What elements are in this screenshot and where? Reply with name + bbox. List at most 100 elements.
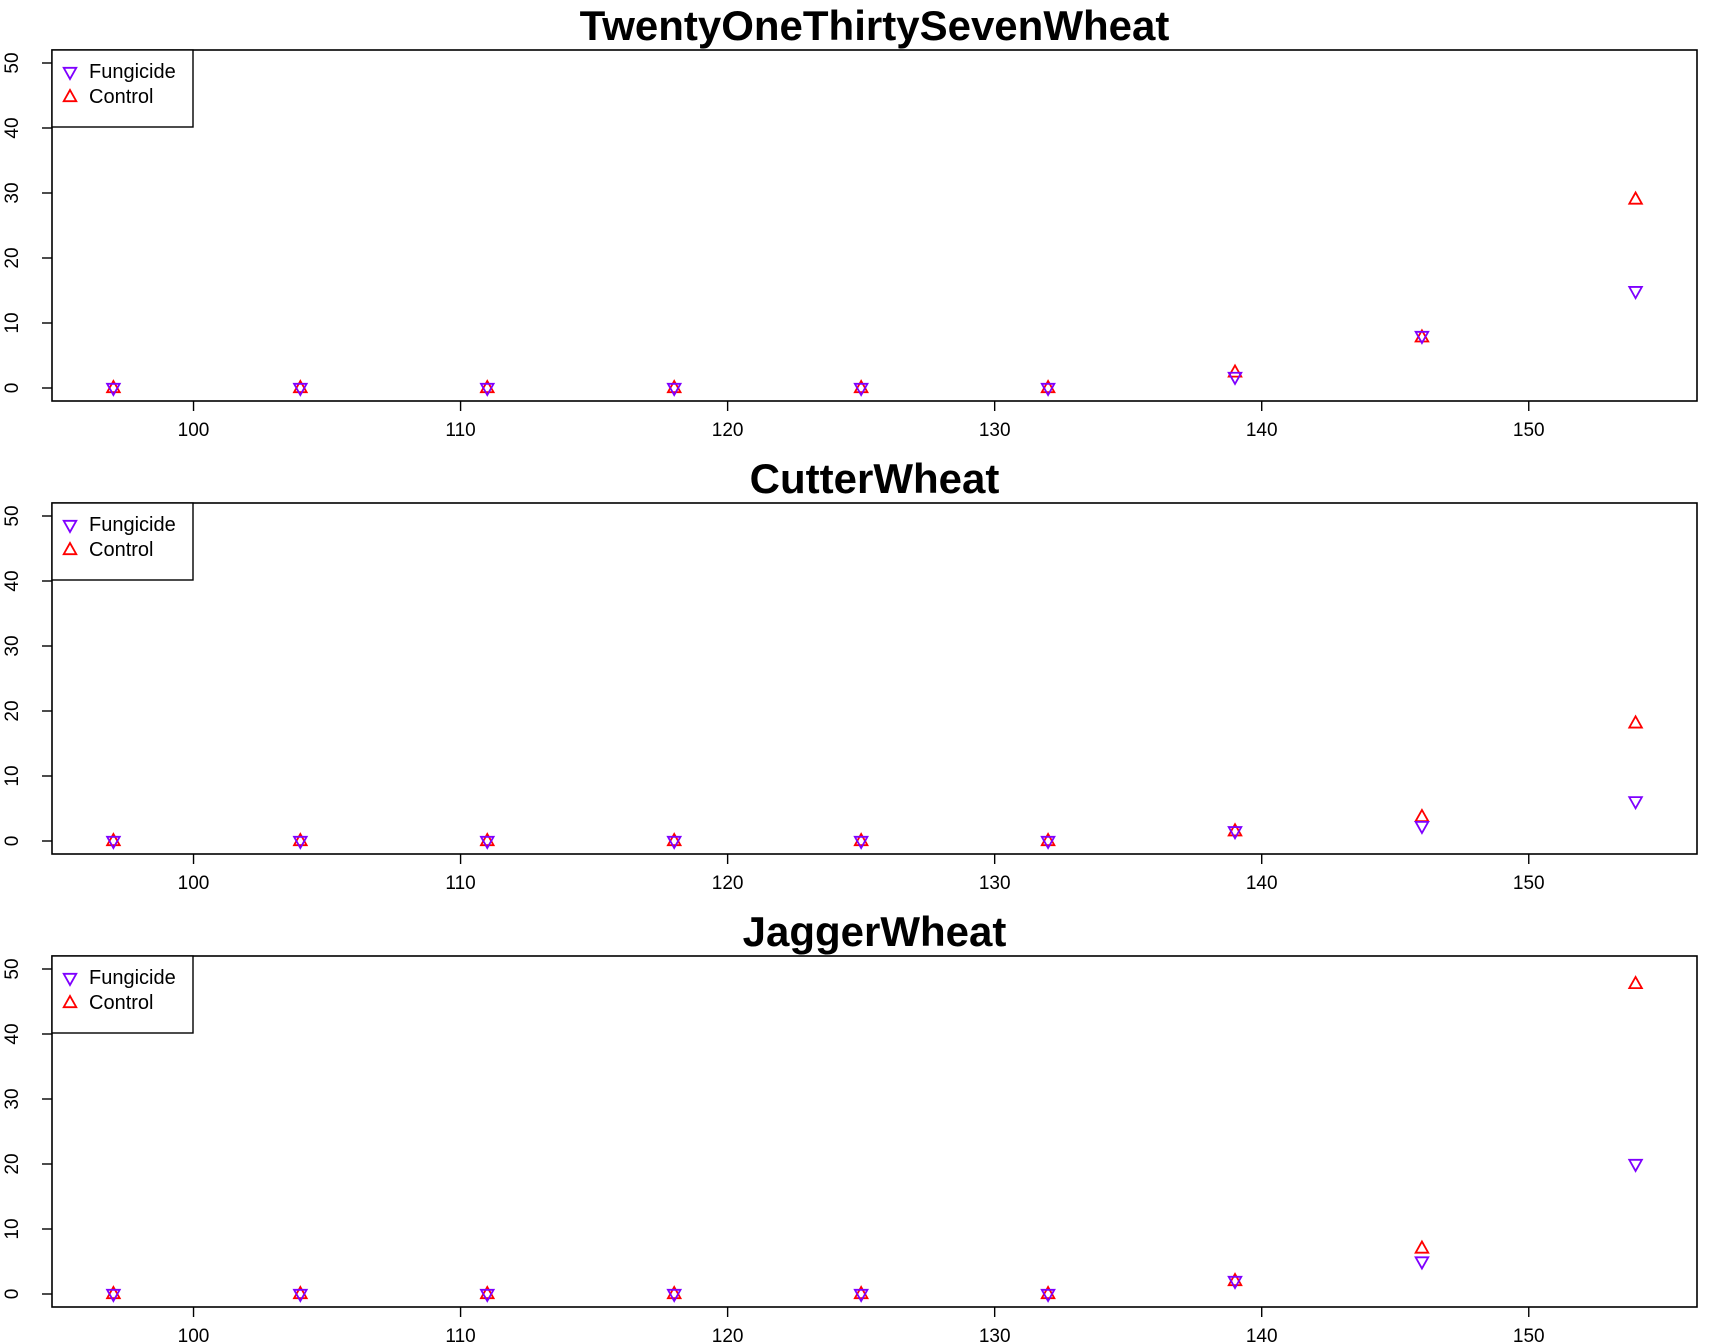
point-control (479, 832, 496, 847)
chart-panel-2: CutterWheat 100 110 120 130 140 150 0 10 20 30 40 50… (2, 455, 1698, 894)
chart-title: TwentyOneThirtySevenWheat (580, 2, 1170, 49)
point-control (292, 379, 309, 394)
point-control (1627, 190, 1644, 205)
y-tick-label: 40 (2, 117, 23, 138)
point-fungicide (1414, 820, 1430, 835)
chart-title: CutterWheat (750, 455, 1000, 502)
point-fungicide (1414, 1256, 1430, 1271)
point-fungicide (1627, 796, 1644, 811)
point-control (1627, 714, 1644, 729)
point-control (479, 1285, 496, 1300)
point-fungicide (292, 835, 309, 850)
y-tick-label: 0 (2, 383, 23, 394)
chart-panel-1: TwentyOneThirtySevenWheat 100 110 120 130 140… (2, 2, 1698, 441)
point-fungicide (1414, 330, 1430, 345)
plot-frame (51, 502, 1698, 855)
y-tick-label: 20 (2, 247, 23, 268)
chart-title: JaggerWheat (743, 908, 1007, 955)
y-tick-label: 10 (2, 765, 23, 786)
legend: Fungicide Control (51, 955, 194, 1034)
x-tick-label: 130 (979, 420, 1011, 441)
point-control (479, 379, 496, 394)
point-fungicide (1040, 382, 1056, 397)
x-tick-label: 100 (178, 1326, 210, 1344)
point-fungicide (292, 1288, 309, 1303)
point-fungicide (105, 835, 122, 850)
x-tick-label: 150 (1513, 873, 1545, 894)
y-tick-label: 20 (2, 700, 23, 721)
point-fungicide (105, 1288, 122, 1303)
point-fungicide (105, 382, 122, 397)
point-control (666, 832, 683, 847)
point-fungicide (666, 835, 683, 850)
y-tick-label: 30 (2, 635, 23, 656)
point-fungicide (479, 835, 496, 850)
plot-frame (51, 49, 1698, 402)
point-control (1040, 832, 1056, 847)
x-tick-label: 100 (178, 420, 210, 441)
series-control (105, 190, 1644, 394)
point-fungicide (666, 382, 683, 397)
point-fungicide (1627, 286, 1644, 300)
legend: Fungicide Control (51, 502, 194, 581)
y-tick-label: 40 (2, 1023, 23, 1044)
point-fungicide (1627, 1158, 1644, 1173)
point-control (1227, 363, 1243, 378)
legend: Fungicide Control (51, 49, 194, 128)
point-fungicide (1040, 1288, 1056, 1303)
point-control (853, 1285, 869, 1300)
legend-marker-fungicide (62, 519, 78, 534)
legend-label-control: Control (89, 86, 153, 108)
x-tick-label: 120 (712, 873, 744, 894)
legend-marker-control (62, 541, 78, 556)
point-fungicide (479, 382, 496, 397)
y-tick-label: 50 (2, 505, 23, 526)
x-tick-label: 130 (979, 1326, 1011, 1344)
point-control (853, 832, 869, 847)
x-tick-label: 130 (979, 873, 1011, 894)
y-tick-label: 50 (2, 958, 23, 979)
point-control (666, 379, 683, 394)
point-fungicide (292, 382, 309, 397)
legend-box (51, 955, 194, 1034)
x-tick-label: 110 (445, 420, 475, 441)
point-control (292, 832, 309, 847)
point-control (105, 832, 122, 847)
series-fungicide (105, 796, 1644, 850)
point-control (1414, 1239, 1430, 1254)
point-control (1040, 1285, 1056, 1300)
x-tick-label: 120 (712, 1326, 744, 1344)
x-tick-label: 100 (178, 873, 210, 894)
y-tick-label: 50 (2, 52, 23, 73)
y-tick-label: 40 (2, 570, 23, 591)
point-fungicide (853, 1288, 869, 1303)
point-control (105, 1285, 122, 1300)
point-control (666, 1285, 683, 1300)
point-control (1227, 822, 1243, 837)
point-fungicide (1227, 1275, 1243, 1290)
y-tick-label: 30 (2, 182, 23, 203)
legend-marker-control (62, 994, 78, 1009)
x-tick-label: 140 (1246, 873, 1278, 894)
x-tick-label: 120 (712, 420, 744, 441)
x-tick-label: 140 (1246, 420, 1278, 441)
point-control (1627, 975, 1644, 990)
legend-label-fungicide: Fungicide (89, 61, 176, 83)
legend-label-fungicide: Fungicide (89, 967, 176, 989)
point-fungicide (1227, 371, 1243, 386)
point-fungicide (479, 1288, 496, 1303)
point-fungicide (1227, 826, 1243, 841)
point-control (105, 379, 122, 394)
legend-label-fungicide: Fungicide (89, 514, 176, 536)
chart-panel-3: JaggerWheat 100 110 120 130 140 150 0 10 20 30 40 50… (2, 908, 1698, 1344)
point-fungicide (853, 835, 869, 850)
y-tick-label: 0 (2, 836, 23, 847)
point-fungicide (1040, 835, 1056, 850)
legend-label-control: Control (89, 992, 153, 1014)
point-control (1414, 808, 1430, 823)
x-tick-label: 150 (1513, 420, 1545, 441)
point-fungicide (666, 1288, 683, 1303)
point-fungicide (853, 382, 869, 397)
point-control (853, 379, 869, 394)
